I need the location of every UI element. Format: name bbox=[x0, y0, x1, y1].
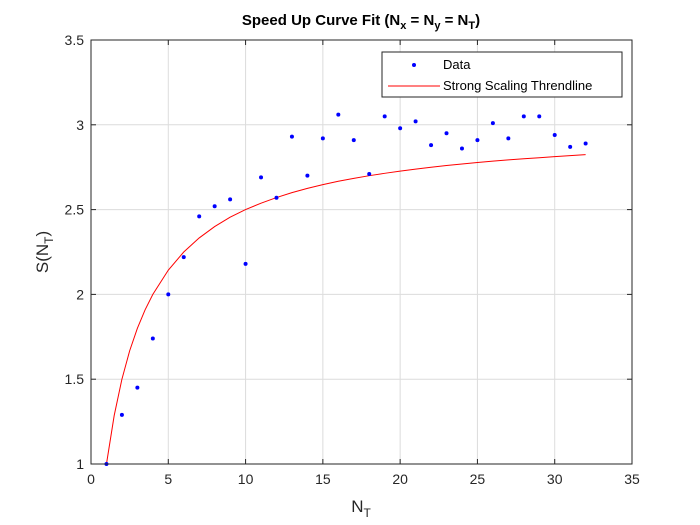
x-tick-label: 30 bbox=[547, 471, 563, 487]
x-axis-label: NT bbox=[351, 497, 371, 520]
x-tick-label: 0 bbox=[87, 471, 95, 487]
data-point bbox=[119, 412, 124, 417]
tick-layer: 0 5 10 15 20 25 30 35 1 1.5 2 2.5 3 3.5 bbox=[65, 32, 640, 487]
title-sub-t: T bbox=[468, 20, 475, 32]
data-point bbox=[181, 255, 186, 260]
x-tick-label: 5 bbox=[164, 471, 172, 487]
x-tick-label: 25 bbox=[470, 471, 486, 487]
data-point bbox=[259, 175, 264, 180]
data-point bbox=[243, 261, 248, 266]
title-close: ) bbox=[475, 12, 480, 29]
data-point bbox=[135, 385, 140, 390]
x-tick-label: 35 bbox=[624, 471, 640, 487]
data-point bbox=[166, 292, 171, 297]
y-tick-label: 3.5 bbox=[65, 32, 85, 48]
y-tick-label: 1.5 bbox=[65, 371, 85, 387]
legend-data-marker bbox=[412, 63, 416, 67]
data-point bbox=[475, 138, 480, 143]
data-point bbox=[336, 112, 341, 117]
title-sub-x: x bbox=[400, 20, 407, 32]
trendline-series bbox=[105, 154, 586, 465]
plot-frame bbox=[90, 39, 633, 465]
x-tick-label: 20 bbox=[392, 471, 408, 487]
data-point bbox=[197, 214, 202, 219]
chart-title: Speed Up Curve Fit (Nx = Ny = NT) bbox=[242, 12, 480, 32]
title-main: Speed Up Curve Fit (N bbox=[242, 12, 400, 29]
data-point bbox=[459, 146, 464, 151]
y-axis-label-main: S(N bbox=[33, 244, 52, 273]
data-point bbox=[521, 114, 526, 119]
data-point bbox=[289, 134, 294, 139]
data-point bbox=[351, 138, 356, 143]
data-point bbox=[305, 173, 310, 178]
grid-lines bbox=[91, 40, 632, 464]
title-sub-y: y bbox=[434, 20, 441, 32]
data-point bbox=[506, 136, 511, 141]
data-point bbox=[490, 121, 495, 126]
plot-area bbox=[91, 40, 632, 464]
x-axis-label-sub: T bbox=[363, 506, 371, 520]
title-eq2: = N bbox=[440, 12, 468, 29]
data-point bbox=[382, 114, 387, 119]
data-point bbox=[568, 144, 573, 149]
y-axis-label-close: ) bbox=[33, 231, 52, 237]
data-point bbox=[444, 131, 449, 136]
x-axis-label-main: N bbox=[351, 497, 363, 516]
data-point bbox=[367, 171, 372, 176]
legend-trend-label: Strong Scaling Threndline bbox=[443, 78, 592, 93]
series-layer bbox=[104, 112, 588, 466]
data-point bbox=[212, 204, 217, 209]
data-point bbox=[274, 195, 279, 200]
y-axis-label-sub: T bbox=[42, 236, 56, 244]
title-eq1: = N bbox=[406, 12, 434, 29]
y-tick-label: 1 bbox=[76, 456, 84, 472]
data-point bbox=[537, 114, 542, 119]
y-tick-label: 2 bbox=[76, 286, 84, 302]
data-point bbox=[429, 143, 434, 148]
legend-box bbox=[381, 51, 623, 98]
data-point bbox=[398, 126, 403, 131]
y-axis-label: S(NT) bbox=[33, 231, 56, 273]
data-point bbox=[552, 132, 557, 137]
data-point bbox=[320, 136, 325, 141]
legend-data-label: Data bbox=[443, 57, 471, 72]
legend: Data Strong Scaling Threndline bbox=[381, 51, 623, 98]
x-tick-label: 15 bbox=[315, 471, 331, 487]
y-tick-label: 2.5 bbox=[65, 202, 85, 218]
data-point bbox=[150, 336, 155, 341]
data-point bbox=[583, 141, 588, 146]
data-point bbox=[228, 197, 233, 202]
y-tick-label: 3 bbox=[76, 117, 84, 133]
x-tick-label: 10 bbox=[238, 471, 254, 487]
data-point bbox=[413, 119, 418, 124]
